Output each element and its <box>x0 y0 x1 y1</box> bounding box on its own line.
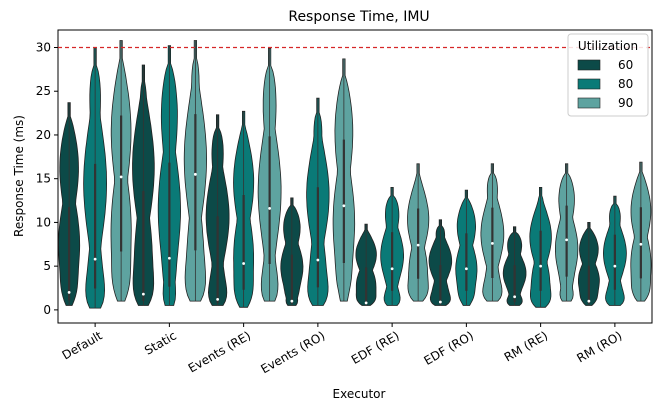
legend-label-60: 60 <box>618 58 633 72</box>
violin-median <box>242 262 246 265</box>
x-tick-label: RM (RO) <box>574 328 624 365</box>
x-tick-label: EDF (RE) <box>349 328 402 367</box>
violin-median <box>416 243 420 247</box>
x-tick-label: Default <box>60 328 105 362</box>
legend-title: Utilization <box>578 39 638 53</box>
violin-median <box>513 295 517 299</box>
violin-median <box>268 207 272 210</box>
violin-median <box>67 290 71 294</box>
y-tick-label: 10 <box>36 215 51 229</box>
y-tick-label: 15 <box>36 172 51 186</box>
y-tick-label: 25 <box>36 84 51 98</box>
violin-median <box>167 256 171 260</box>
x-tick-label: EDF (RO) <box>422 328 476 367</box>
violin-median <box>119 175 123 179</box>
y-axis-title: Response Time (ms) <box>12 115 26 237</box>
x-axis-title: Executor <box>333 387 386 401</box>
legend-swatch-80 <box>577 78 601 90</box>
legend-swatch-60 <box>577 59 601 71</box>
y-tick-label: 20 <box>36 128 51 142</box>
plot-frame <box>57 29 653 324</box>
x-tick-label: Static <box>142 328 179 357</box>
violin-median <box>587 299 591 303</box>
violin-median <box>390 267 394 271</box>
violin-median <box>490 242 494 245</box>
y-tick-label: 5 <box>43 259 51 273</box>
violin-median <box>141 292 145 296</box>
violin-median <box>193 172 197 176</box>
violin-median <box>364 301 368 305</box>
y-tick-label: 0 <box>43 303 51 317</box>
legend-swatch-90 <box>577 97 601 109</box>
x-tick-label: Events (RO) <box>258 328 327 376</box>
violin-median <box>565 238 569 242</box>
violin-median <box>290 299 294 303</box>
legend-label-80: 80 <box>618 77 633 91</box>
legend-label-90: 90 <box>618 96 633 110</box>
violin-median <box>539 264 543 268</box>
legend: Utilization 60 80 90 <box>567 33 649 117</box>
x-tick-label: Events (RE) <box>186 328 253 375</box>
violin-median <box>613 264 617 268</box>
violin-median <box>639 242 643 246</box>
legend-box <box>567 33 649 117</box>
violin-median <box>93 257 97 261</box>
violin-median <box>342 204 346 208</box>
x-tick-label: RM (RE) <box>502 328 550 364</box>
violin-median <box>464 267 468 271</box>
plot-area: 0 5 10 15 20 25 30 Default Static Events (RE) Even… <box>36 29 653 376</box>
chart-title: Response Time, IMU <box>288 9 429 25</box>
violin-median <box>316 258 320 262</box>
y-tick-label: 30 <box>36 40 51 54</box>
violin-median <box>216 297 220 301</box>
violin-median <box>438 300 442 304</box>
